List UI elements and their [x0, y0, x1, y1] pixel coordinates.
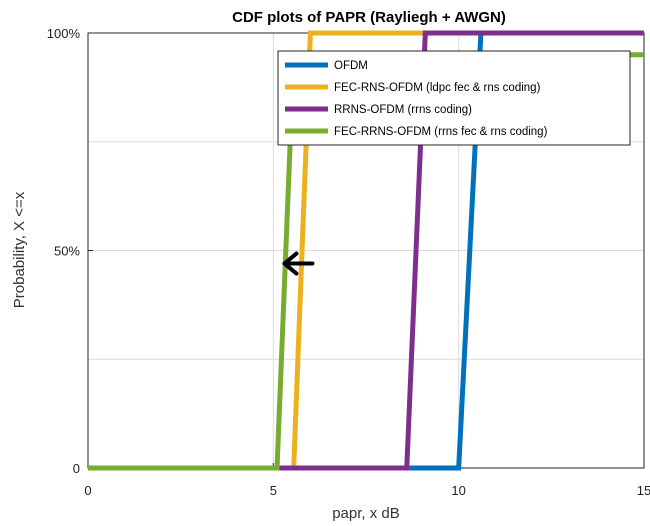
y-tick-label-2: 100%: [47, 26, 81, 41]
x-tick-label-1: 5: [270, 483, 277, 498]
x-tick-label-3: 15: [637, 483, 650, 498]
x-axis-label: papr, x dB: [332, 505, 400, 522]
arrow-annotation-0: [282, 251, 315, 276]
x-tick-label-2: 10: [451, 483, 465, 498]
chart-title: CDF plots of PAPR (Rayliegh + AWGN): [232, 9, 506, 26]
legend-label-1: OFDM: [334, 60, 368, 72]
legend-label-4: FEC-RRNS-OFDM (rrns fec & rns coding): [334, 126, 548, 138]
annotations: [282, 251, 315, 276]
legend-box: [277, 50, 631, 146]
legend: OFDM FEC-RNS-OFDM (ldpc fec & rns coding)…: [277, 50, 631, 146]
legend-label-2: FEC-RNS-OFDM (ldpc fec & rns coding): [334, 82, 541, 94]
y-axis-label: Probability, X <=x: [11, 191, 28, 308]
legend-label-3: RRNS-OFDM (rrns coding): [334, 104, 472, 116]
y-axis-ticks: 0 50% 100%: [47, 26, 93, 476]
x-tick-label-0: 0: [84, 483, 91, 498]
y-tick-label-1: 50%: [54, 244, 80, 259]
y-tick-label-0: 0: [73, 461, 80, 476]
